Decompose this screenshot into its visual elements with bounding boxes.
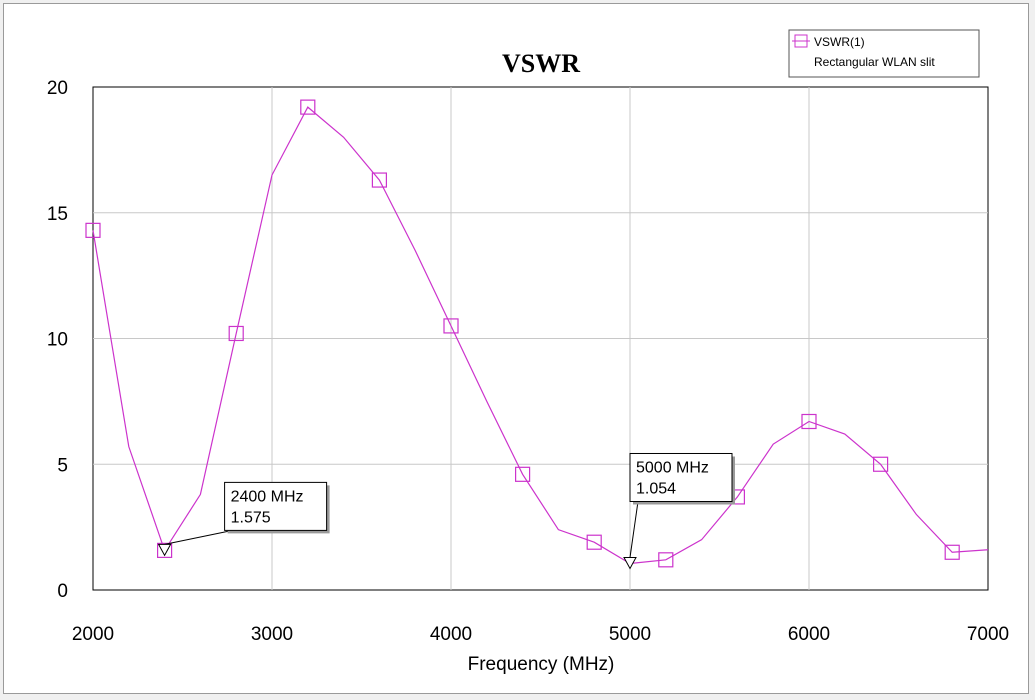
series-marker bbox=[443, 318, 459, 334]
series-marker bbox=[944, 544, 960, 560]
vswr-chart: VSWR 2000 3000 4000 5000 6000 7000 0 5 10 15 20 Fr… bbox=[47, 29, 1009, 675]
series-marker bbox=[872, 456, 889, 472]
legend-series-name: VSWR(1) bbox=[814, 35, 865, 49]
y-tick-label: 20 bbox=[47, 78, 68, 99]
marker-value: 1.054 bbox=[636, 480, 676, 497]
series-marker bbox=[586, 534, 602, 550]
marker-leader-line bbox=[164, 529, 233, 545]
x-tick-label: 3000 bbox=[251, 624, 293, 645]
marker-leader-line bbox=[629, 501, 639, 558]
marker-frequency: 5000 MHz bbox=[636, 459, 709, 476]
series-marker bbox=[85, 222, 101, 238]
x-tick-label: 5000 bbox=[609, 624, 651, 645]
x-tick-label: 7000 bbox=[967, 624, 1009, 645]
series-marker bbox=[658, 552, 674, 568]
legend: VSWR(1) Rectangular WLAN slit bbox=[788, 29, 980, 78]
series-marker bbox=[157, 542, 173, 558]
chart-window: VSWR 2000 3000 4000 5000 6000 7000 0 5 10 15 20 Fr… bbox=[3, 3, 1029, 694]
legend-marker bbox=[794, 34, 808, 48]
y-tick-label: 5 bbox=[57, 455, 68, 476]
legend-series-subtitle: Rectangular WLAN slit bbox=[814, 55, 935, 69]
marker-triangle bbox=[157, 543, 172, 557]
x-tick-label: 4000 bbox=[430, 624, 472, 645]
series-marker bbox=[371, 172, 387, 188]
chart-title: VSWR bbox=[502, 49, 580, 78]
series-marker bbox=[515, 466, 531, 482]
series-line bbox=[92, 106, 989, 565]
marker-box bbox=[224, 481, 328, 531]
legend-box bbox=[788, 29, 980, 78]
y-tick-label: 0 bbox=[57, 581, 68, 602]
series-marker bbox=[228, 325, 244, 342]
x-tick-label: 2000 bbox=[72, 624, 114, 645]
marker-value: 1.575 bbox=[231, 509, 271, 526]
marker-box bbox=[629, 452, 733, 502]
y-tick-label: 10 bbox=[47, 330, 68, 351]
x-axis-label: Frequency (MHz) bbox=[468, 654, 615, 675]
marker-frequency: 2400 MHz bbox=[231, 488, 304, 505]
annotations: 2400 MHz 1.575 5000 MHz 1.054 bbox=[157, 452, 735, 570]
series-group bbox=[85, 99, 989, 568]
marker-triangle bbox=[623, 556, 637, 570]
axis-ticks: 2000 3000 4000 5000 6000 7000 0 5 10 15 20 bbox=[47, 78, 1009, 645]
x-tick-label: 6000 bbox=[788, 624, 830, 645]
series-marker bbox=[801, 413, 817, 430]
y-tick-label: 15 bbox=[47, 204, 68, 225]
series-marker bbox=[300, 99, 316, 115]
